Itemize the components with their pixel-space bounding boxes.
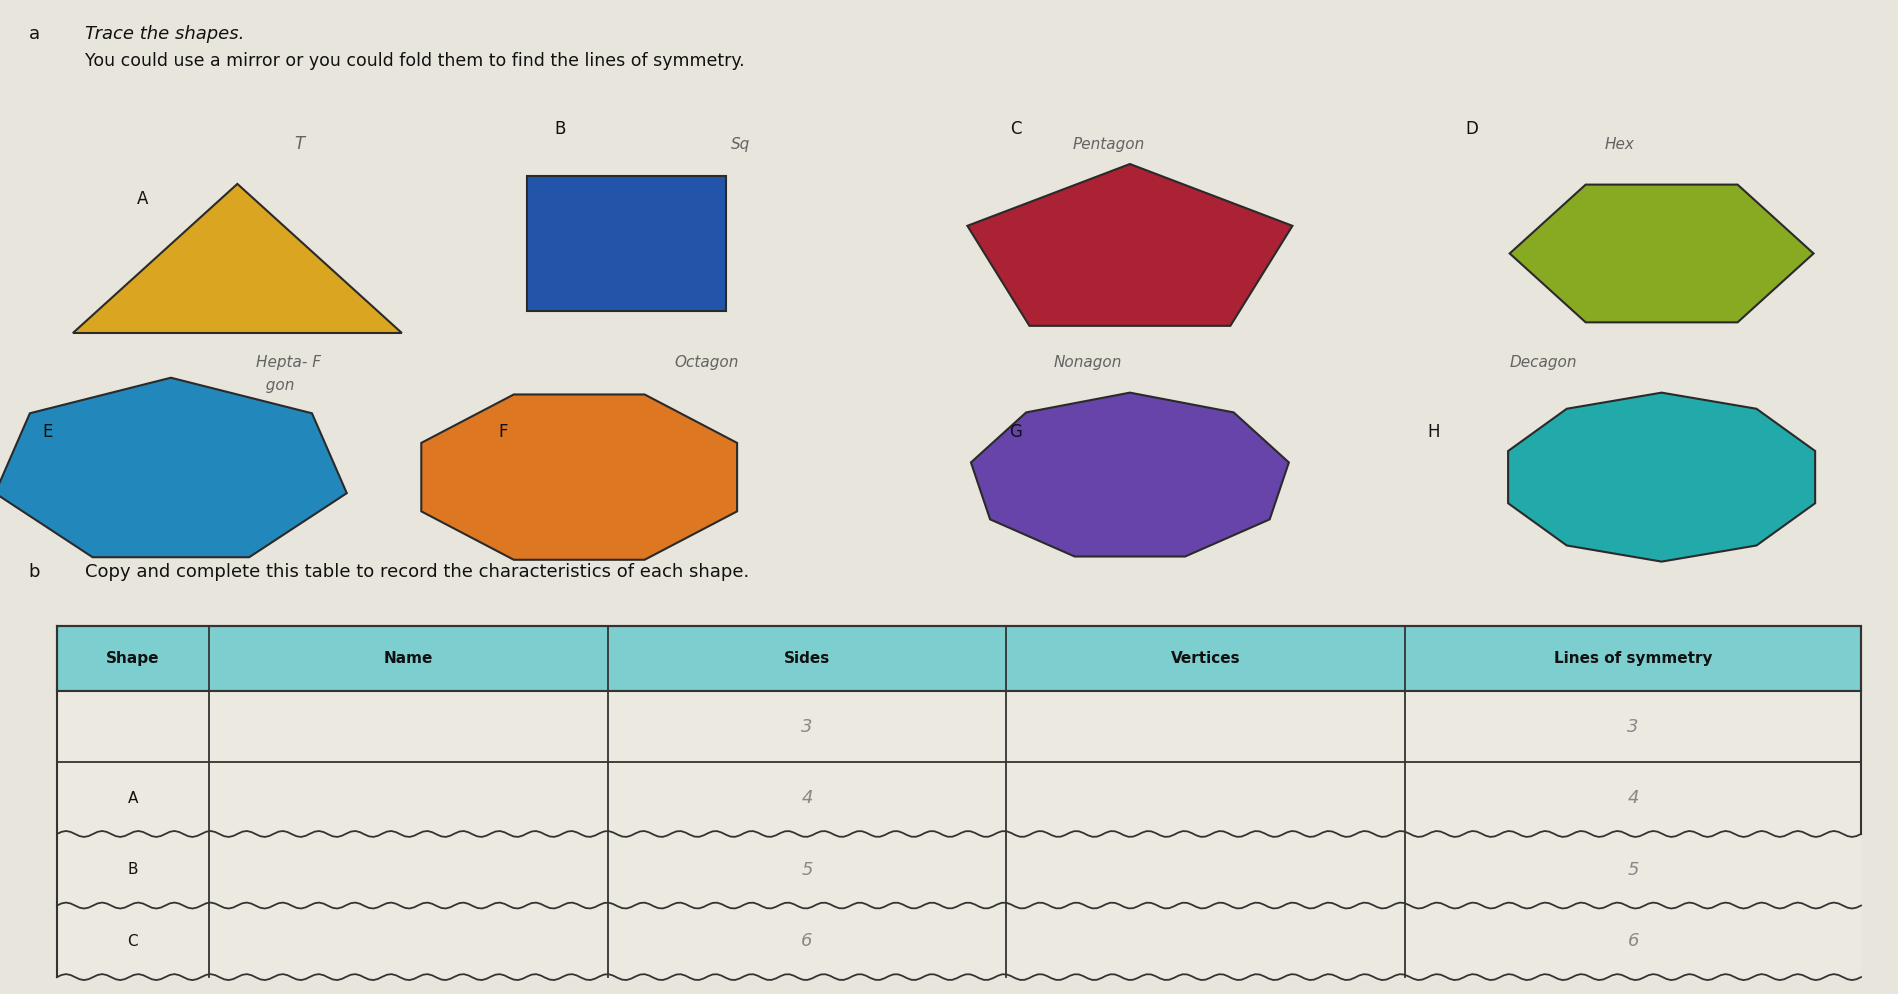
Bar <box>57 691 1860 762</box>
Text: 6: 6 <box>801 932 812 950</box>
Text: 3: 3 <box>1627 718 1638 736</box>
Text: B: B <box>127 862 139 878</box>
Text: E: E <box>42 423 53 441</box>
Polygon shape <box>421 395 736 560</box>
Text: 4: 4 <box>801 789 812 807</box>
Text: F: F <box>497 423 509 441</box>
Text: Hepta- F: Hepta- F <box>256 355 321 371</box>
Text: Pentagon: Pentagon <box>1072 136 1144 152</box>
Polygon shape <box>1507 393 1814 562</box>
Text: 6: 6 <box>1627 932 1638 950</box>
Text: D: D <box>1465 120 1477 138</box>
Bar <box>528 177 725 311</box>
Text: G: G <box>1010 423 1021 441</box>
Text: T: T <box>294 135 304 153</box>
Text: You could use a mirror or you could fold them to find the lines of symmetry.: You could use a mirror or you could fold… <box>85 52 744 70</box>
Text: Name: Name <box>383 651 433 666</box>
Text: C: C <box>127 933 139 949</box>
Bar <box>57 906 1860 977</box>
Text: Shape: Shape <box>106 651 159 666</box>
Text: Sq: Sq <box>731 136 750 152</box>
Text: Sides: Sides <box>784 651 829 666</box>
Bar <box>57 834 1860 906</box>
Text: a: a <box>28 25 40 43</box>
Polygon shape <box>1509 185 1813 322</box>
Text: A: A <box>137 190 148 208</box>
Polygon shape <box>970 393 1289 557</box>
Text: Trace the shapes.: Trace the shapes. <box>85 25 245 43</box>
Text: A: A <box>127 790 139 806</box>
Polygon shape <box>72 184 402 333</box>
Text: 3: 3 <box>801 718 812 736</box>
Text: Lines of symmetry: Lines of symmetry <box>1553 651 1712 666</box>
Bar <box>57 626 1860 691</box>
Text: Vertices: Vertices <box>1171 651 1239 666</box>
Bar <box>57 762 1860 834</box>
Polygon shape <box>0 378 347 558</box>
Polygon shape <box>966 164 1293 326</box>
Text: Copy and complete this table to record the characteristics of each shape.: Copy and complete this table to record t… <box>85 564 750 581</box>
Text: b: b <box>28 564 40 581</box>
Text: B: B <box>554 120 566 138</box>
Text: gon: gon <box>256 378 294 394</box>
Text: C: C <box>1010 120 1021 138</box>
Text: Octagon: Octagon <box>674 355 738 371</box>
Text: Nonagon: Nonagon <box>1053 355 1122 371</box>
Text: H: H <box>1427 423 1439 441</box>
Text: 5: 5 <box>801 861 812 879</box>
Text: 5: 5 <box>1627 861 1638 879</box>
Text: Hex: Hex <box>1604 136 1634 152</box>
Text: 4: 4 <box>1627 789 1638 807</box>
Text: Decagon: Decagon <box>1509 355 1577 371</box>
